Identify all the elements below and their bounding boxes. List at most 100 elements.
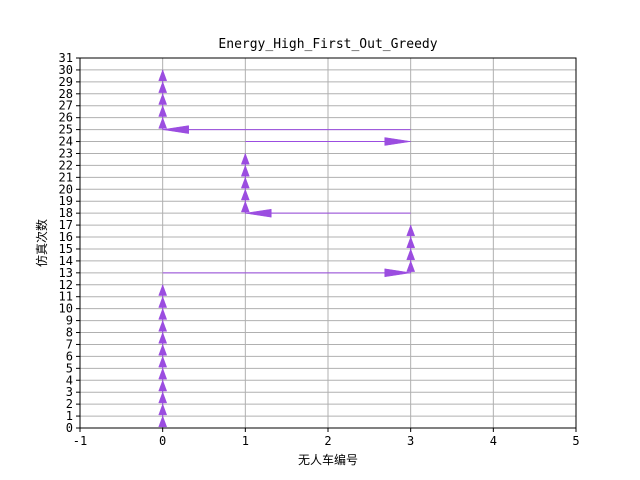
arrow-head — [158, 93, 168, 105]
transition-arrow — [245, 137, 411, 146]
y-tick-label: 21 — [59, 170, 73, 184]
x-tick-label: -1 — [73, 434, 87, 448]
y-tick-label: 5 — [66, 361, 73, 375]
transition-arrow — [158, 307, 168, 321]
transition-arrow — [406, 236, 416, 249]
y-tick-label: 15 — [59, 242, 73, 256]
y-tick-label: 1 — [66, 409, 73, 423]
x-tick-label: 0 — [159, 434, 166, 448]
transition-arrow — [158, 93, 168, 106]
arrow-head — [240, 200, 250, 213]
arrow-head — [240, 176, 250, 189]
arrow-head — [245, 208, 272, 218]
y-tick-label: 22 — [59, 158, 73, 172]
transition-arrow — [406, 248, 416, 261]
transition-arrow — [240, 164, 250, 178]
arrow-head — [406, 248, 416, 260]
transition-arrow — [158, 116, 168, 130]
transition-arrow — [158, 81, 168, 94]
y-tick-label: 31 — [59, 51, 73, 65]
y-axis-ticks: 0123456789101112131415161718192021222324… — [59, 51, 80, 435]
arrow-head — [240, 164, 250, 177]
arrow-head — [158, 284, 168, 296]
y-axis-label: 仿真次数 — [34, 219, 49, 267]
arrow-head — [158, 379, 168, 392]
transition-arrow — [406, 224, 416, 238]
x-tick-label: 1 — [242, 434, 249, 448]
x-tick-label: 2 — [324, 434, 331, 448]
transition-arrow — [158, 343, 168, 357]
y-tick-label: 6 — [66, 349, 73, 363]
arrow-head — [158, 331, 168, 344]
y-tick-label: 3 — [66, 385, 73, 399]
y-tick-label: 16 — [59, 230, 73, 244]
y-tick-label: 24 — [59, 135, 73, 149]
arrow-head — [240, 188, 250, 201]
arrow-head — [158, 81, 168, 93]
y-tick-label: 27 — [59, 99, 73, 113]
arrow-head — [158, 355, 168, 368]
y-tick-label: 19 — [59, 194, 73, 208]
transition-arrow — [158, 403, 168, 417]
arrow-head — [158, 104, 168, 117]
x-tick-label: 4 — [490, 434, 497, 448]
arrow-head — [158, 367, 168, 380]
y-tick-label: 13 — [59, 266, 73, 280]
transition-arrow — [245, 208, 411, 218]
y-tick-label: 2 — [66, 397, 73, 411]
y-tick-label: 30 — [59, 63, 73, 77]
arrow-head — [240, 152, 250, 165]
transition-arrow — [158, 379, 168, 393]
y-tick-label: 7 — [66, 337, 73, 351]
y-tick-label: 12 — [59, 278, 73, 292]
arrow-head — [406, 260, 416, 272]
arrow-head — [158, 415, 168, 428]
arrow-head — [158, 343, 168, 356]
transition-arrow — [158, 367, 168, 381]
y-tick-label: 20 — [59, 182, 73, 196]
arrow-head — [406, 224, 416, 237]
x-tick-label: 3 — [407, 434, 414, 448]
transition-arrow — [158, 391, 168, 405]
transition-arrow — [240, 176, 250, 190]
arrow-head — [384, 268, 411, 278]
transition-arrow — [240, 200, 250, 214]
arrow-head — [158, 69, 168, 81]
data-marks — [158, 69, 416, 428]
transition-arrow — [158, 331, 168, 345]
arrow-head — [162, 125, 189, 134]
y-tick-label: 23 — [59, 146, 73, 160]
y-tick-label: 26 — [59, 111, 73, 125]
y-tick-label: 29 — [59, 75, 73, 89]
transition-arrow — [240, 188, 250, 202]
y-tick-label: 0 — [66, 421, 73, 435]
transition-arrow — [162, 125, 411, 134]
transition-arrow — [158, 319, 168, 333]
y-tick-label: 28 — [59, 87, 73, 101]
y-tick-label: 4 — [66, 373, 73, 387]
transition-arrow — [158, 69, 168, 82]
transition-arrow — [158, 355, 168, 369]
y-tick-label: 17 — [59, 218, 73, 232]
transition-arrow — [240, 152, 250, 166]
y-tick-label: 18 — [59, 206, 73, 220]
x-tick-label: 5 — [572, 434, 579, 448]
transition-arrow — [158, 284, 168, 297]
arrow-head — [158, 391, 168, 404]
x-axis-ticks: -1 0 1 2 3 4 5 — [73, 428, 580, 448]
transition-arrow — [158, 415, 168, 428]
x-axis-label: 无人车编号 — [298, 452, 358, 467]
transition-arrow — [158, 295, 168, 309]
chart-title: Energy_High_First_Out_Greedy — [218, 37, 437, 52]
y-tick-label: 9 — [66, 314, 73, 328]
y-tick-label: 8 — [66, 326, 73, 340]
arrow-head — [406, 236, 416, 249]
arrow-head — [384, 137, 411, 146]
y-tick-label: 10 — [59, 302, 73, 316]
y-tick-label: 25 — [59, 123, 73, 137]
arrow-head — [158, 307, 168, 320]
transition-arrow — [162, 268, 411, 278]
